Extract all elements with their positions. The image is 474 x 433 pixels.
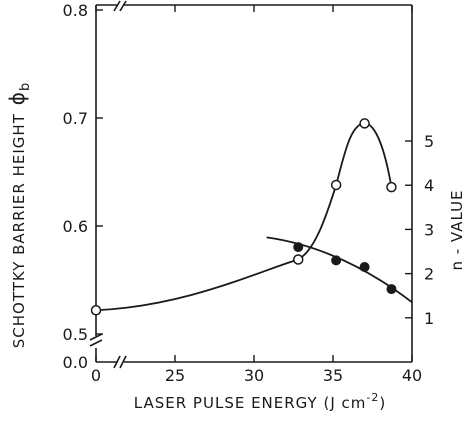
x-tick-label: 25 bbox=[165, 366, 185, 385]
y-tick-label: 0.8 bbox=[63, 1, 88, 20]
y-axis-break-mark bbox=[89, 333, 103, 341]
y2-tick-label: 3 bbox=[424, 220, 434, 239]
y-break-tick-label: 0.0 bbox=[63, 353, 88, 372]
barrier-height-point bbox=[359, 118, 370, 129]
barrier-height-point bbox=[292, 254, 304, 265]
y2-tick-label: 2 bbox=[424, 265, 434, 284]
top-border-break-mark bbox=[119, 0, 127, 12]
y-tick-label: 0.6 bbox=[63, 217, 88, 236]
y2-tick-label: 4 bbox=[424, 176, 434, 195]
n-value-point bbox=[386, 284, 397, 295]
x-tick-label: 35 bbox=[323, 366, 343, 385]
n-value-point bbox=[359, 261, 370, 272]
y2-axis-title: n - VALUE bbox=[448, 189, 466, 270]
axes bbox=[89, 0, 413, 369]
x-axis-break-mark bbox=[119, 355, 127, 369]
y-tick-label: 0.7 bbox=[63, 109, 88, 128]
barrier-height-point bbox=[330, 179, 342, 191]
data-points bbox=[90, 118, 397, 316]
x-tick-label: 0 bbox=[91, 366, 101, 385]
fit-curves bbox=[95, 122, 413, 312]
x-axis-title: LASER PULSE ENERGY (J cm-2) bbox=[134, 391, 386, 412]
x-tick-label: 40 bbox=[402, 366, 422, 385]
n-value-point bbox=[331, 255, 342, 266]
y-axis-break-mark bbox=[89, 339, 103, 347]
y2-tick-label: 1 bbox=[424, 309, 434, 328]
barrier-height-point bbox=[386, 181, 397, 193]
barrier-height-point bbox=[90, 304, 102, 316]
x-tick-label: 30 bbox=[244, 366, 264, 385]
y2-tick-label: 5 bbox=[424, 132, 434, 151]
x-axis-break-mark bbox=[113, 355, 121, 369]
top-border-break-mark bbox=[113, 0, 121, 12]
y-tick-label: 0.5 bbox=[63, 325, 88, 344]
barrier-height-curve bbox=[95, 122, 393, 312]
tick-labels: 0 25 30 35 40 0.5 0.6 0.7 0.8 0.0 1 2 3 4 5 bbox=[63, 1, 435, 385]
n-value-point bbox=[293, 242, 304, 253]
y-axis-title: SCHOTTKY BARRIER HEIGHTϕb bbox=[5, 82, 33, 349]
